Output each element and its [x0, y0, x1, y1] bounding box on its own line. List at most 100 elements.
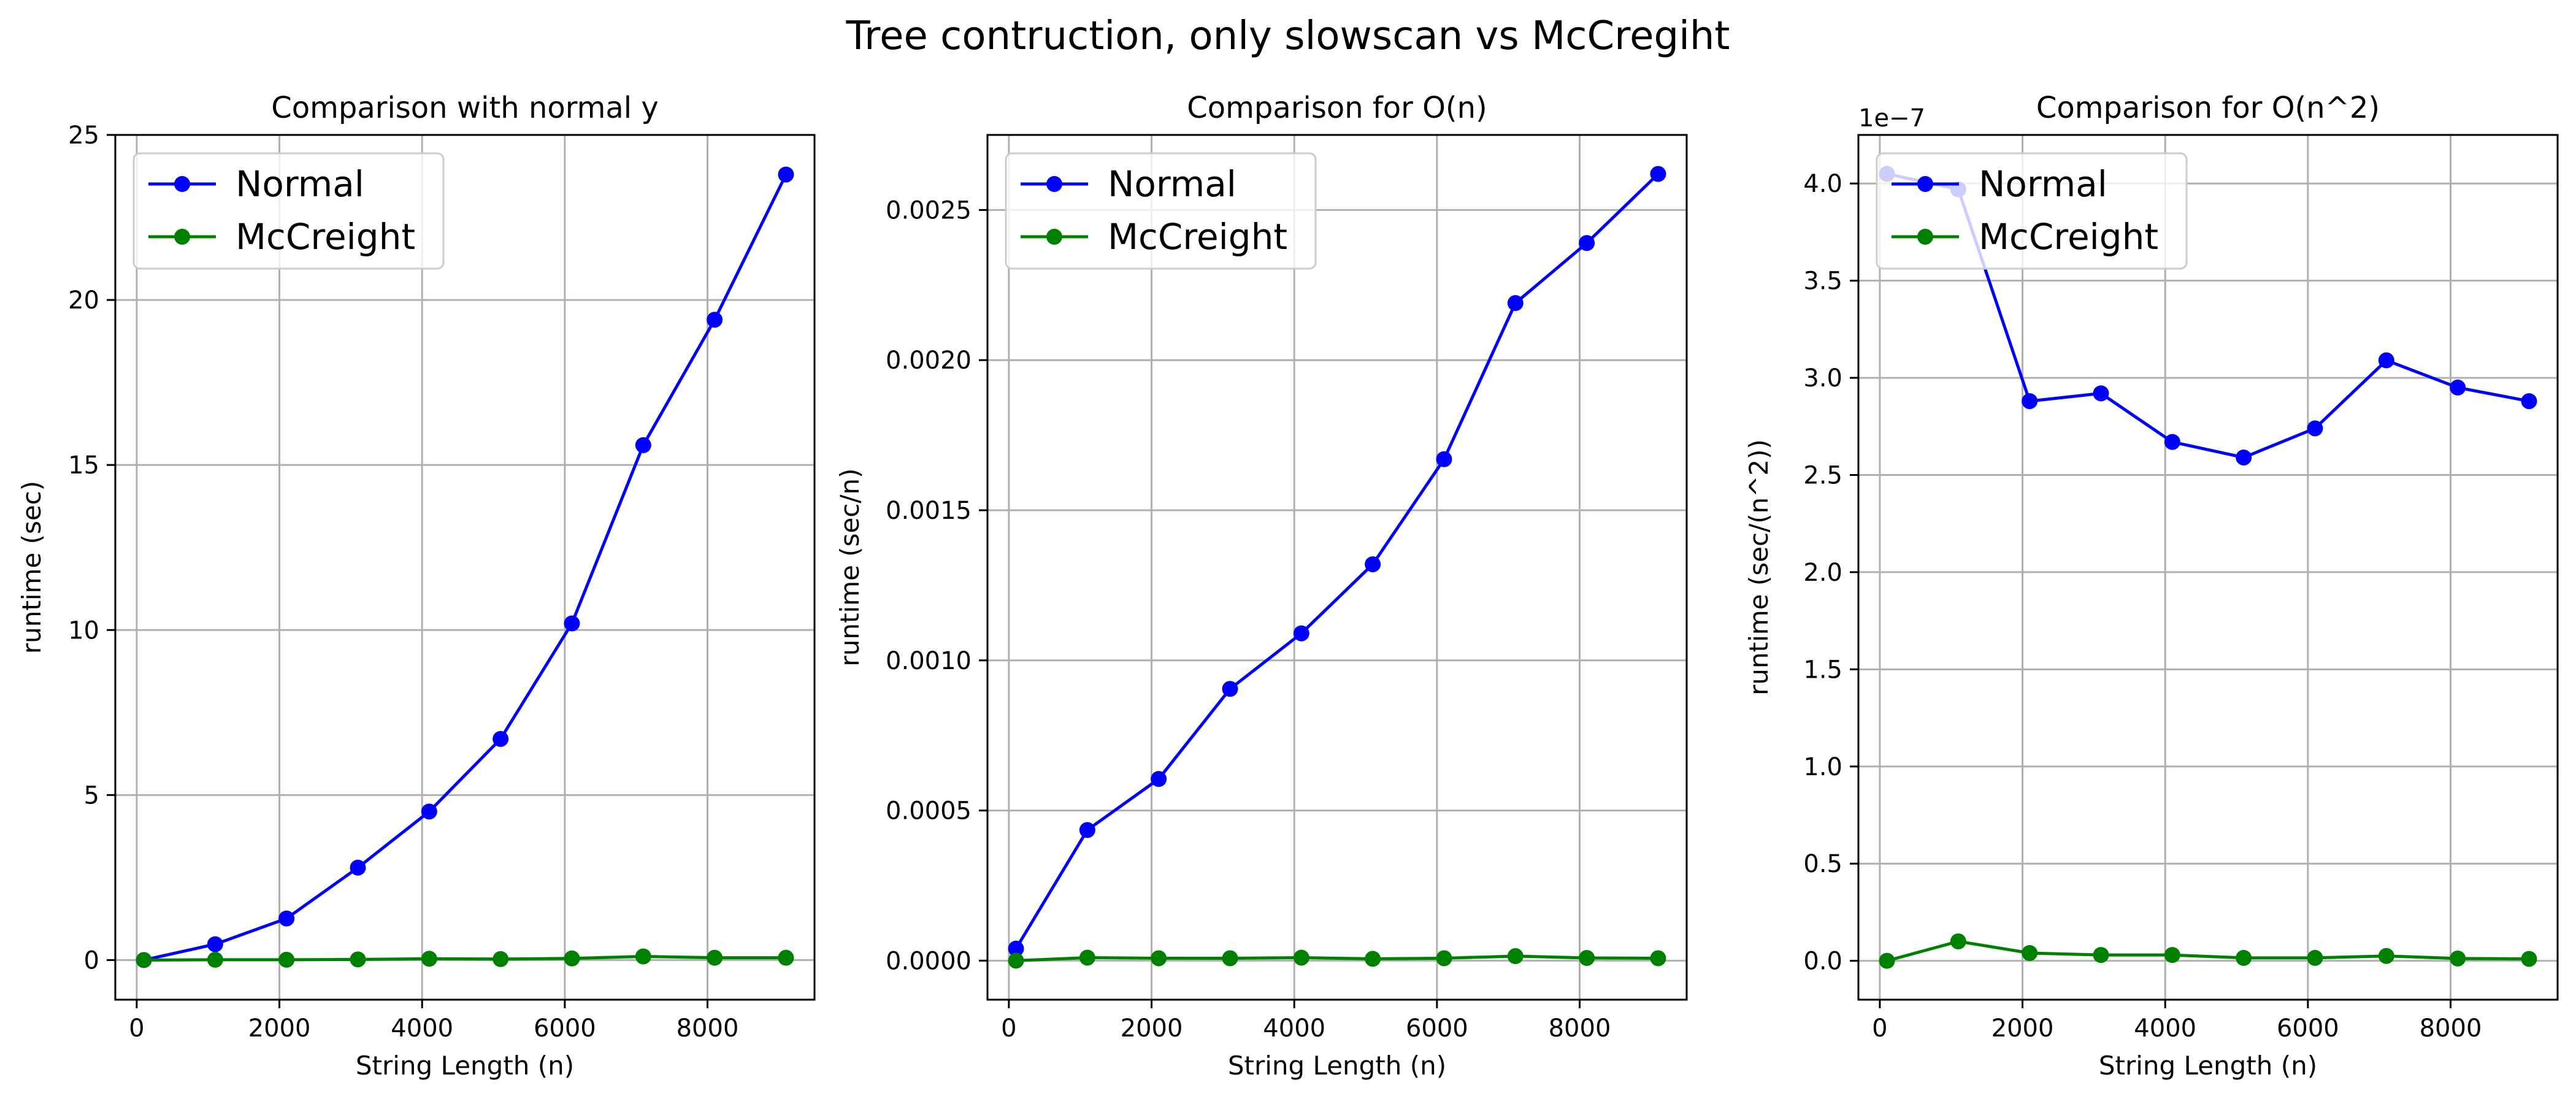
data-point-mccreight [1579, 949, 1595, 966]
data-point-normal [1436, 451, 1452, 467]
data-point-mccreight [2164, 947, 2180, 963]
y-tick-label: 0.0010 [886, 647, 972, 675]
data-point-normal [1151, 771, 1167, 787]
legend-label-mccreight: McCreight [236, 216, 415, 258]
data-point-mccreight [2378, 948, 2394, 964]
x-tick-label: 0 [129, 1014, 144, 1043]
x-tick-label: 8000 [2420, 1014, 2482, 1043]
x-tick-label: 2000 [1121, 1014, 1183, 1043]
chart-panel-1: 0 2000 4000 6000 8000 0 5 10 15 20 25 Comparison wi… [17, 91, 816, 1081]
data-point-normal [1079, 822, 1095, 838]
x-tick-label: 4000 [2134, 1014, 2196, 1043]
data-point-mccreight [2236, 949, 2252, 966]
data-point-mccreight [2450, 950, 2466, 967]
data-point-mccreight [278, 951, 295, 968]
data-point-normal [2236, 449, 2252, 465]
legend-marker-mccreight [1917, 229, 1933, 245]
data-point-mccreight [635, 948, 651, 965]
data-point-mccreight [2307, 949, 2323, 966]
figure-title: Tree contruction, only slowscan vs McCre… [845, 13, 1730, 59]
y-tick-label: 0.0000 [886, 947, 972, 975]
legend-marker-mccreight [174, 229, 190, 245]
y-tick-label: 0.0 [1803, 948, 1842, 976]
series-line-mccreight [1016, 954, 1658, 962]
legend-label-normal: Normal [236, 163, 364, 205]
legend-marker-normal [174, 176, 190, 192]
x-tick-label: 4000 [1263, 1014, 1325, 1043]
y-axis-label: runtime (sec/(n^2)) [1744, 439, 1774, 695]
x-tick-label: 0 [1872, 1014, 1887, 1043]
legend-box [1876, 152, 2188, 270]
data-point-normal [2450, 379, 2466, 396]
data-point-mccreight [1879, 952, 1895, 969]
x-tick-label: 2000 [248, 1014, 311, 1043]
y-axis-label: runtime (sec/n) [835, 468, 865, 666]
legend-marker-mccreight [1046, 229, 1062, 245]
y-tick-label: 15 [68, 451, 99, 480]
data-point-mccreight [1436, 950, 1452, 967]
data-point-normal [207, 936, 223, 952]
data-point-normal [421, 803, 437, 820]
legend-label-normal: Normal [1108, 163, 1236, 205]
data-point-mccreight [1293, 949, 1309, 966]
y-tick-label: 3.5 [1803, 267, 1842, 296]
data-point-mccreight [564, 950, 580, 967]
y-tick-label: 10 [68, 616, 99, 645]
y-tick-label: 25 [68, 121, 99, 150]
data-point-mccreight [136, 952, 152, 968]
series-line-normal [143, 174, 788, 962]
data-point-normal [635, 437, 651, 453]
x-tick-label: 8000 [677, 1014, 739, 1043]
data-point-mccreight [207, 951, 223, 968]
chart-title: Comparison with normal y [271, 91, 659, 125]
legend: Normal McCreight [132, 152, 445, 270]
legend: Normal McCreight [1005, 152, 1317, 270]
legend-label-normal: Normal [1979, 163, 2107, 205]
data-point-mccreight [2093, 947, 2109, 963]
data-point-mccreight [2022, 944, 2038, 961]
y-tick-label: 2.5 [1803, 461, 1842, 489]
data-point-normal [493, 730, 509, 747]
data-point-normal [2307, 420, 2323, 437]
y-tick-label: 20 [68, 286, 99, 315]
x-axis-label: String Length (n) [2099, 1051, 2317, 1081]
data-point-normal [278, 910, 295, 927]
y-offset-label: 1e−7 [1858, 104, 1925, 132]
data-point-normal [1222, 681, 1238, 697]
axes-frame [986, 134, 1688, 1001]
x-tick-label: 0 [1001, 1014, 1016, 1043]
legend: Normal McCreight [1876, 152, 2188, 270]
axes-frame [1857, 134, 2559, 1001]
data-point-mccreight [707, 949, 723, 966]
data-point-normal [2093, 385, 2109, 402]
x-tick-label: 8000 [1549, 1014, 1611, 1043]
x-tick-label: 6000 [534, 1014, 596, 1043]
data-point-mccreight [1151, 950, 1167, 967]
data-point-normal [1507, 295, 1524, 312]
chart-panel-3: 0 2000 4000 6000 8000 0.0 0.5 1.0 1.5 2.0 2.5 3.0 3.… [1744, 91, 2559, 1081]
x-axis-label: String Length (n) [1228, 1051, 1446, 1081]
series-line-normal [1886, 172, 2529, 459]
data-point-mccreight [421, 951, 437, 967]
y-tick-label: 1.5 [1803, 656, 1842, 684]
data-point-normal [2022, 393, 2038, 410]
data-point-mccreight [1079, 949, 1095, 966]
data-point-normal [564, 615, 580, 632]
legend-box [132, 152, 445, 270]
y-tick-label: 0.5 [1803, 850, 1842, 878]
chart-title: Comparison for O(n^2) [2036, 91, 2380, 125]
data-point-normal [707, 312, 723, 328]
y-tick-label: 3.0 [1803, 364, 1842, 393]
data-point-mccreight [1365, 951, 1381, 967]
axes-frame [114, 134, 816, 1001]
y-tick-label: 0.0005 [886, 797, 972, 825]
data-point-mccreight [778, 949, 794, 966]
data-point-mccreight [1650, 950, 1666, 967]
legend-box [1005, 152, 1317, 270]
y-tick-label: 2.0 [1803, 559, 1842, 587]
data-point-normal [1293, 625, 1309, 642]
data-point-mccreight [1008, 952, 1024, 969]
legend-marker-normal [1046, 176, 1062, 192]
series-line-mccreight [1886, 940, 2529, 963]
